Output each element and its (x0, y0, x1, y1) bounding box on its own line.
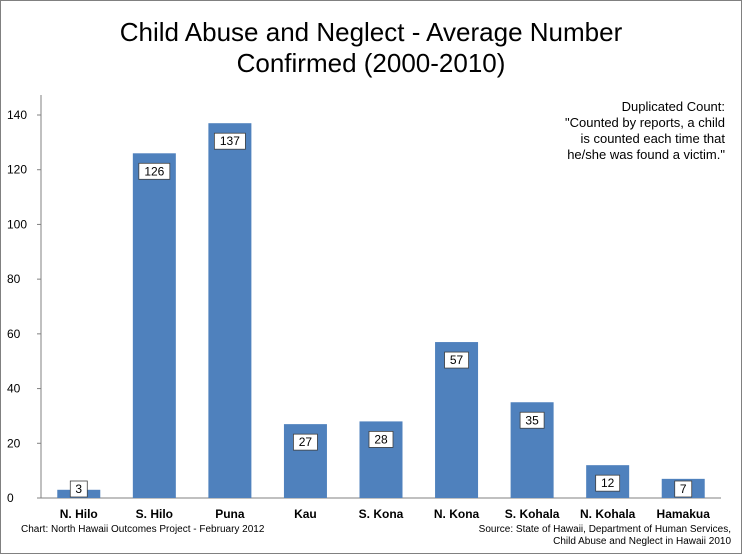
data-label: 27 (299, 435, 313, 449)
source-line-2: Child Abuse and Neglect in Hawaii 2010 (553, 536, 731, 547)
y-tick-label: 60 (7, 327, 21, 341)
annotation-line-1: Duplicated Count: (621, 99, 725, 114)
bar-puna (208, 123, 252, 498)
data-label-box (213, 132, 246, 150)
y-tick-label: 0 (7, 491, 14, 505)
data-label: 3 (75, 482, 82, 496)
data-label-box (138, 162, 171, 180)
y-tick-label: 20 (7, 436, 21, 450)
annotation-line-3: is counted each time that (580, 131, 725, 146)
y-tick-label: 100 (7, 217, 27, 231)
data-label-box (595, 474, 621, 492)
bar-s-hilo (132, 153, 176, 499)
y-tick-label: 80 (7, 272, 21, 286)
x-category-label: Hamakua (657, 507, 711, 521)
source-line-1: Source: State of Hawaii, Department of H… (478, 524, 731, 535)
x-category-label: N. Kohala (580, 507, 636, 521)
data-label: 28 (374, 432, 388, 446)
y-tick-label: 120 (7, 163, 27, 177)
data-label-box (444, 351, 469, 369)
chart-title: Child Abuse and Neglect - Average Number… (1, 17, 741, 79)
annotation-line-4: he/she was found a victim." (567, 147, 725, 162)
chart-source: Source: State of Hawaii, Department of H… (479, 524, 731, 548)
x-category-label: S. Kohala (505, 507, 560, 521)
x-category-label: Kau (294, 507, 317, 521)
chart-credit: Chart: North Hawaii Outcomes Project - F… (21, 524, 265, 535)
x-category-label: Puna (215, 507, 245, 521)
x-category-label: N. Kona (434, 507, 480, 521)
chart-title-line-1: Child Abuse and Neglect - Average Number (119, 17, 623, 47)
data-label-box (69, 480, 88, 498)
data-label-box (519, 411, 545, 429)
data-label: 12 (601, 476, 615, 490)
y-tick-label: 40 (7, 382, 21, 396)
y-tick-label: 140 (7, 108, 27, 122)
annotation-box: Duplicated Count: "Counted by reports, a… (465, 99, 725, 163)
x-category-label: N. Hilo (60, 507, 98, 521)
data-label-box (674, 480, 693, 498)
data-label: 126 (144, 164, 164, 178)
x-category-label: S. Hilo (136, 507, 173, 521)
x-category-label: S. Kona (359, 507, 404, 521)
data-label: 7 (680, 482, 687, 496)
data-label-box (293, 433, 318, 451)
data-label: 57 (450, 353, 464, 367)
data-label-box (368, 430, 394, 448)
data-label: 137 (220, 134, 240, 148)
data-label: 35 (525, 413, 539, 427)
chart-title-line-2: Confirmed (2000-2010) (236, 48, 506, 78)
annotation-line-2: "Counted by reports, a child (565, 115, 725, 130)
